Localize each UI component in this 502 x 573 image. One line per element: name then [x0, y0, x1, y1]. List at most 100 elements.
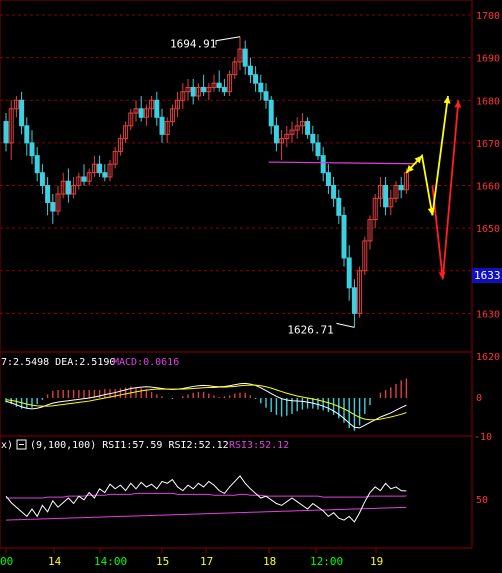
price-panel: 170016901680167016601650164016301620 169… — [0, 0, 502, 363]
candle-body — [8, 108, 14, 144]
high-price-label: 1694.91 — [170, 38, 216, 51]
price-grid — [0, 14, 472, 314]
candle-body — [159, 116, 165, 135]
macd-dea-line — [5, 384, 407, 421]
time-axis-label: 19 — [370, 555, 383, 568]
candle-body — [232, 61, 238, 76]
current-price-tag-box — [472, 268, 502, 283]
candle-body — [39, 172, 45, 186]
time-axis-label: 17 — [200, 555, 213, 568]
candlesticks — [3, 36, 409, 328]
low-price-label: 1626.71 — [287, 323, 333, 336]
candle-body — [169, 108, 175, 123]
forecast-yellow-arrowhead-1 — [414, 155, 422, 164]
candle-body — [284, 133, 290, 140]
macd-value-label: MACD:0.0616 — [113, 357, 179, 368]
candle-body — [325, 172, 331, 186]
candle-body — [149, 99, 155, 110]
candle-body — [3, 121, 9, 144]
candle-body — [393, 185, 399, 199]
candle-body — [273, 125, 279, 144]
rsi-panel: x) (9,100,100) RSI1:57.59 RSI2:52.12 RSI… — [0, 435, 488, 549]
price-axis-tick: 1650 — [476, 224, 500, 235]
candle-body — [180, 91, 186, 101]
candle-body — [19, 99, 25, 127]
time-axis-label: 15 — [156, 555, 169, 568]
candle-body — [320, 155, 326, 174]
candle-body — [76, 176, 82, 187]
time-axis-label: 12:00 — [310, 555, 343, 568]
candle-body — [294, 125, 300, 131]
current-price-tag-text: 1633. — [474, 269, 502, 282]
price-axis-tick: 1680 — [476, 96, 500, 107]
candle-body — [13, 99, 19, 110]
candle-body — [102, 172, 108, 178]
forecast-yellow-arrowhead-4 — [443, 95, 451, 104]
candle-body — [227, 74, 233, 93]
candle-body — [190, 86, 196, 97]
candle-body — [143, 108, 149, 118]
candle-body — [138, 108, 144, 118]
low-marker: 1626.71 — [287, 322, 355, 336]
time-axis: 00 14 14:00 15 17 18 12:00 19 — [0, 548, 383, 568]
candle-body — [367, 219, 373, 242]
forecast-red-down-arrowhead — [438, 271, 446, 280]
candle-body — [60, 180, 66, 195]
candle-body — [107, 163, 113, 178]
candle-body — [50, 202, 56, 212]
candle-body — [305, 121, 311, 135]
forecast-arrows — [405, 95, 462, 280]
candle-body — [398, 185, 404, 191]
time-axis-label: 14:00 — [94, 555, 127, 568]
candle-body — [195, 86, 201, 97]
candle-body — [206, 86, 212, 93]
candle-body — [164, 121, 170, 135]
candle-body — [112, 150, 118, 165]
candle-body — [201, 86, 207, 93]
macd-histogram — [5, 378, 408, 431]
low-leader-line — [336, 322, 355, 328]
candle-body — [175, 99, 181, 110]
high-leader-line — [215, 36, 241, 45]
macd-dif-line — [5, 382, 407, 429]
candle-body — [372, 197, 378, 221]
rsi1-line — [5, 475, 407, 523]
price-axis-tick: 1660 — [476, 182, 500, 193]
forecast-red-up-arrowhead — [454, 100, 462, 108]
candle-body — [362, 240, 368, 272]
candle-body — [91, 163, 97, 174]
candle-body — [263, 91, 269, 101]
candle-body — [81, 176, 87, 182]
rsi2-line — [6, 492, 407, 499]
candle-body — [71, 185, 77, 195]
price-axis: 170016901680167016601650164016301620 — [476, 11, 500, 363]
candle-body — [341, 214, 347, 259]
candle-body — [357, 270, 363, 314]
candle-body — [346, 257, 352, 289]
candle-body — [247, 65, 253, 76]
forecast-yellow-arrowhead-2 — [406, 165, 414, 173]
candle-body — [45, 185, 51, 204]
macd-header: 7:2.5498 DEA:2.5190 — [1, 357, 115, 368]
candle-body — [289, 129, 295, 135]
rsi-header: (9,100,100) RSI1:57.59 RSI2:52.12 — [30, 440, 229, 451]
candle-body — [86, 172, 92, 182]
candle-body — [310, 133, 316, 144]
rsi-panel-border — [0, 435, 473, 549]
support-line — [268, 161, 417, 165]
candle-body — [221, 86, 227, 93]
rsi-header-prefix: x) — [1, 440, 13, 451]
candle-body — [211, 82, 217, 88]
candle-body — [237, 48, 243, 63]
macd-panel: 7:2.5498 DEA:2.5190 MACD:0.0616 0 -10 — [0, 351, 492, 443]
candle-body — [55, 193, 61, 212]
rsi3-line — [5, 506, 407, 521]
candle-body — [128, 112, 134, 127]
price-axis-tick: 1630 — [476, 309, 500, 320]
candle-body — [154, 99, 160, 118]
rsi-collapse-button[interactable] — [16, 439, 27, 450]
price-axis-tick: 1690 — [476, 54, 500, 65]
price-axis-tick: 1670 — [476, 139, 500, 150]
candle-body — [123, 125, 129, 140]
candle-body — [216, 82, 222, 88]
